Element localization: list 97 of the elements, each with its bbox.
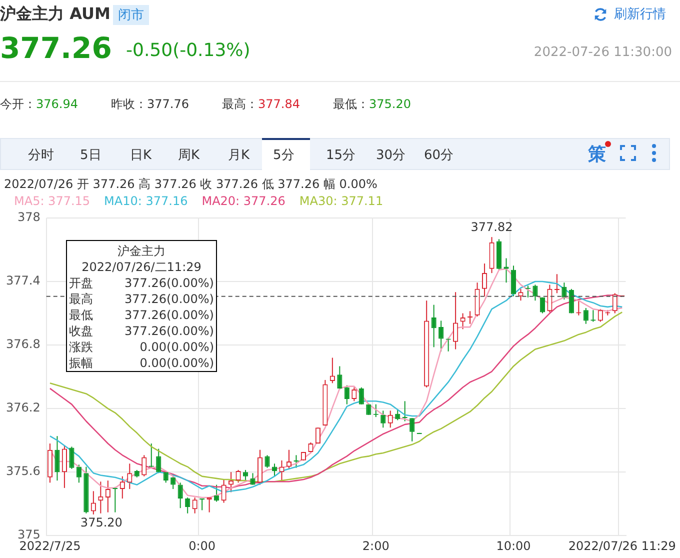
candlestick [504, 258, 509, 284]
annotation: 377.26(0.00%) [124, 291, 214, 307]
candlestick [612, 292, 618, 314]
candlestick [431, 304, 436, 348]
annotation: 2022/07/26/二11:29 [80, 259, 202, 275]
candlestick [482, 263, 488, 297]
candlestick [69, 446, 74, 470]
text: -0.50(-0.13%) [126, 40, 250, 61]
candlestick [532, 284, 538, 302]
text: 刷新行情 [614, 6, 666, 23]
text: 377.26 [0, 31, 112, 65]
annotation: 收盘 [69, 323, 93, 339]
text: MA10: 377.16 [104, 194, 188, 208]
candlestick [105, 480, 110, 513]
annotation: 377.82 [470, 220, 513, 234]
candlestick [395, 409, 400, 421]
text: 5日 [80, 147, 102, 164]
x-tick-label: 10:00 [496, 538, 531, 553]
candlestick [236, 469, 241, 484]
annotation: 涨跌 [69, 339, 93, 355]
candlestick [358, 386, 364, 405]
text: 5分 [273, 147, 294, 164]
text: 昨收：377.76 [111, 96, 189, 113]
candlestick [257, 449, 263, 486]
text: 最低：375.20 [333, 96, 411, 113]
candlestick [598, 308, 603, 322]
candlestick [76, 464, 82, 484]
y-tick-label: 377.4 [6, 274, 40, 288]
candlestick [562, 282, 567, 300]
candlestick [54, 436, 60, 482]
candlestick [344, 384, 350, 405]
candlestick [308, 442, 314, 454]
annotation: 振幅 [69, 355, 93, 371]
text: MA30: 377.11 [299, 194, 384, 208]
candlestick [142, 454, 147, 477]
text: 策 [588, 143, 606, 166]
candlestick [388, 410, 393, 428]
candlestick [438, 320, 444, 352]
candlestick [156, 448, 162, 474]
annotation: 最低 [69, 307, 93, 323]
candlestick [547, 284, 552, 313]
annotation: 开盘 [69, 275, 93, 291]
candlestick [228, 472, 234, 493]
annotation: 375.20 [80, 516, 122, 530]
text: MA5: 377.15 [14, 194, 90, 208]
candlestick [352, 386, 357, 402]
annotation: 377.26(0.00%) [124, 275, 214, 291]
x-tick-label: 2022/07/26 11:29 [568, 538, 676, 553]
text: 分时 [28, 147, 54, 164]
text: 今开：376.94 [0, 96, 78, 113]
candlestick [264, 454, 270, 468]
candlestick [330, 357, 335, 384]
candlestick [185, 496, 190, 514]
text: MA20: 377.26 [202, 194, 286, 208]
candlestick [279, 460, 284, 482]
candlestick [315, 427, 320, 444]
candlestick [568, 288, 574, 314]
candlestick [214, 484, 220, 502]
annotation: 沪金主力 [116, 243, 166, 259]
text: 日K [130, 147, 152, 164]
text: 2022-07-26 11:30:00 [534, 45, 672, 60]
text: 闭市 [113, 5, 149, 25]
candlestick [380, 410, 386, 428]
candlestick [221, 478, 226, 504]
chart-title: 沪金主力 AUM [0, 4, 110, 25]
candlestick [410, 418, 415, 442]
candlestick [540, 296, 545, 314]
y-tick-label: 376.2 [6, 400, 40, 415]
candlestick [62, 445, 67, 488]
y-tick-label: 376.8 [6, 337, 40, 352]
candlestick [178, 482, 183, 509]
candlestick [583, 307, 588, 324]
candlestick [127, 463, 132, 490]
annotation: 最高 [69, 291, 93, 307]
candlestick [120, 476, 125, 500]
x-tick-label: 0:00 [188, 538, 216, 553]
text: 月K [228, 147, 250, 164]
annotation: 377.26(0.00%) [124, 323, 214, 339]
text: 60分 [424, 147, 454, 164]
candlestick [286, 449, 292, 470]
annotation: 377.26(0.00%) [124, 307, 214, 323]
x-tick-label: 2:00 [362, 538, 390, 553]
annotation: 0.00(0.00%) [140, 355, 214, 371]
y-tick-label: 378 [17, 210, 40, 224]
candlestick [510, 265, 516, 297]
candlestick [192, 496, 198, 514]
text: 15分 [326, 147, 356, 164]
text: 2022/07/26 开 377.26 高 377.26 收 377.26 低 377.26 幅 0.00% [4, 176, 378, 193]
annotation: 0.00(0.00%) [140, 339, 214, 355]
candlestick [518, 288, 524, 302]
text: 周K [178, 147, 200, 164]
text: 最高：377.84 [222, 96, 300, 113]
candlestick [90, 490, 96, 515]
candlestick [337, 366, 342, 390]
candlestick [453, 292, 458, 350]
text: 30分 [376, 147, 406, 164]
y-tick-label: 375.6 [6, 464, 40, 478]
